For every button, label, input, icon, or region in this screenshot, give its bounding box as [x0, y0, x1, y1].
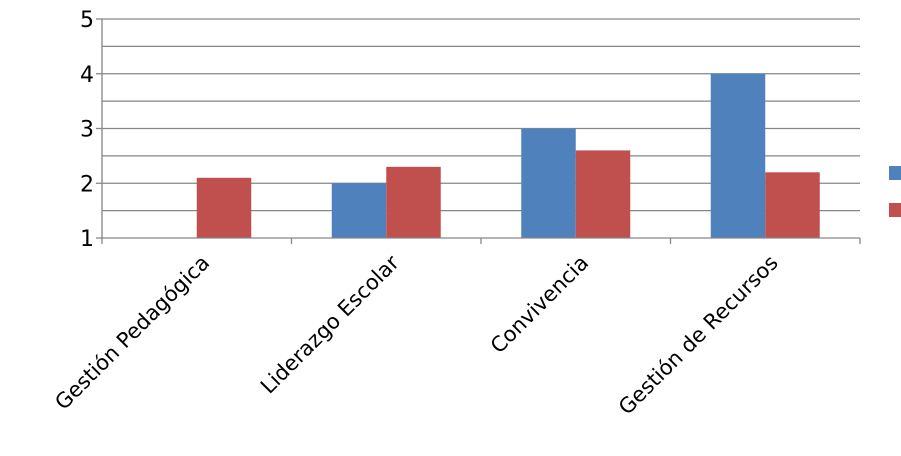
bars	[196, 73, 820, 238]
bar-series-1-3	[710, 73, 766, 238]
legend-swatch-series-2	[889, 203, 901, 217]
bar-series-1-1	[331, 183, 387, 238]
x-category-label: Gestión Pedagógica	[50, 251, 214, 415]
x-category-label: Liderazgo Escolar	[256, 250, 404, 398]
y-tick-label: 4	[80, 63, 94, 88]
legend	[889, 166, 901, 217]
x-category-label: Gestión de Recursos	[614, 251, 783, 420]
y-tick-label: 3	[80, 118, 94, 143]
bar-series-2-2	[575, 150, 631, 238]
legend-swatch-series-1	[889, 166, 901, 180]
y-tick-label: 5	[80, 8, 94, 33]
bar-series-2-0	[196, 177, 252, 238]
x-category-label: Convivencia	[486, 251, 593, 358]
y-tick-label: 2	[80, 172, 94, 197]
bar-series-1-2	[521, 128, 576, 238]
bar-series-2-3	[765, 172, 820, 238]
bar-series-2-1	[386, 166, 441, 238]
axes	[96, 18, 861, 244]
y-tick-label: 1	[80, 227, 94, 252]
